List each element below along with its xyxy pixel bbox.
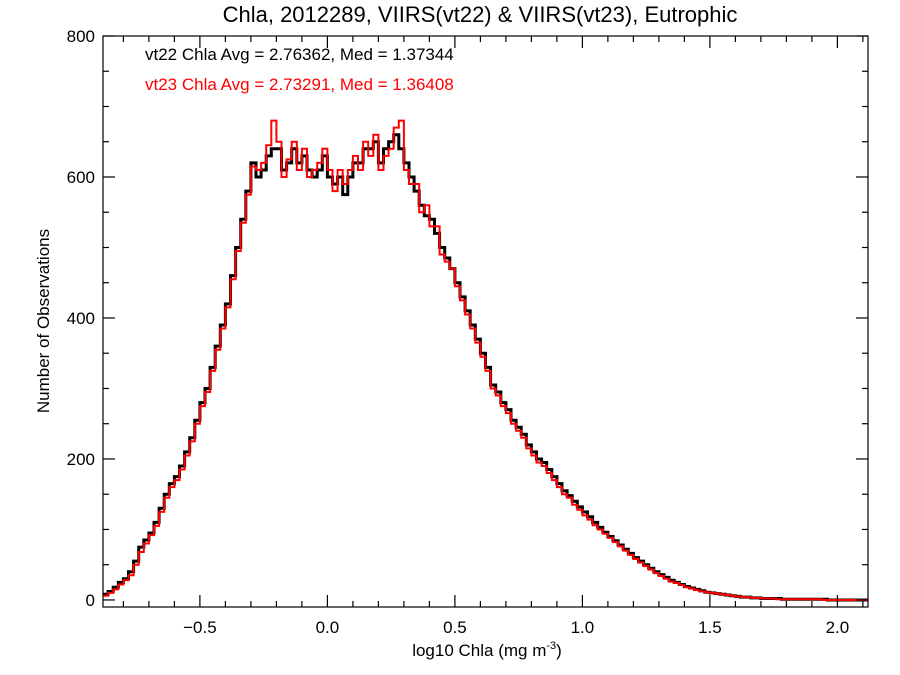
x-axis-label-close: ) bbox=[556, 641, 562, 660]
ticks-layer: −0.5 0.0 0.5 1.0 1.5 2.0 0 200 400 600 800 bbox=[67, 27, 868, 637]
y-tick-label: 600 bbox=[67, 168, 95, 187]
annotation-vt23: vt23 Chla Avg = 2.73291, Med = 1.36408 bbox=[145, 75, 454, 94]
x-tick-label: 0.0 bbox=[316, 618, 340, 637]
x-axis-label-superscript: -3 bbox=[546, 640, 556, 652]
chart-title: Chla, 2012289, VIIRS(vt22) & VIIRS(vt23)… bbox=[223, 2, 738, 27]
x-axis-label: log10 Chla (mg m-3) bbox=[412, 640, 562, 660]
x-axis-label-main: log10 Chla (mg m bbox=[412, 641, 546, 660]
y-axis-label: Number of Observations bbox=[34, 229, 53, 413]
x-tick-label: 1.5 bbox=[698, 618, 722, 637]
plot-area: −0.5 0.0 0.5 1.0 1.5 2.0 0 200 400 600 800 bbox=[67, 27, 869, 637]
x-tick-label: −0.5 bbox=[183, 618, 217, 637]
plot-frame bbox=[102, 35, 869, 608]
x-tick-label: 1.0 bbox=[571, 618, 595, 637]
y-tick-label: 400 bbox=[67, 309, 95, 328]
x-tick-label: 2.0 bbox=[826, 618, 850, 637]
x-tick-label: 0.5 bbox=[443, 618, 467, 637]
series-layer bbox=[103, 119, 868, 602]
y-tick-label: 200 bbox=[67, 450, 95, 469]
series-line-vt23 bbox=[103, 119, 868, 601]
annotation-vt22: vt22 Chla Avg = 2.76362, Med = 1.37344 bbox=[145, 45, 454, 64]
y-tick-label: 800 bbox=[67, 27, 95, 46]
y-tick-label: 0 bbox=[86, 591, 95, 610]
